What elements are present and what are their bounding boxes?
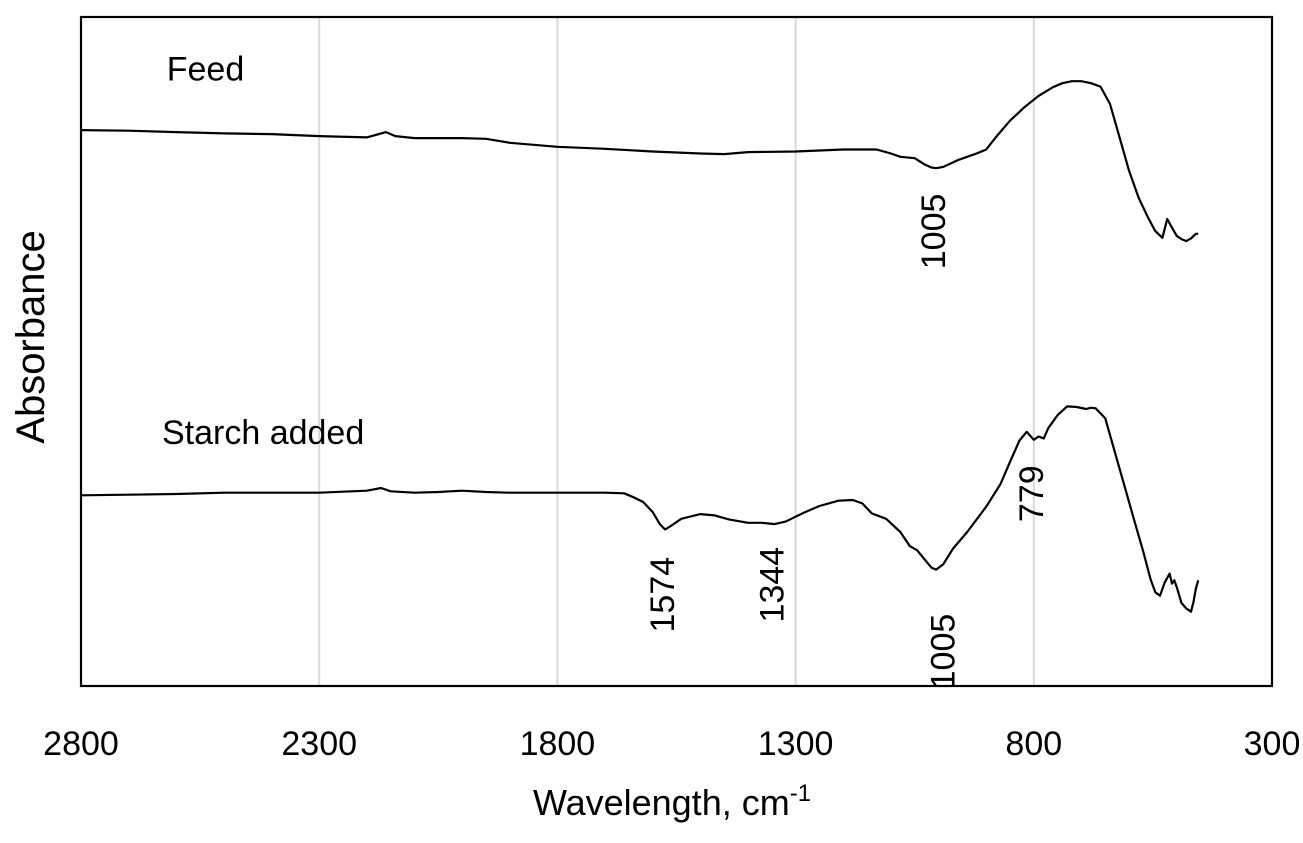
x-tick-label: 800 (1005, 725, 1062, 763)
x-tick-label: 1800 (520, 725, 596, 763)
x-tick-label: 300 (1244, 725, 1301, 763)
x-axis-label-superscript: -1 (790, 780, 811, 807)
peak-label-2: 1574 (644, 557, 682, 633)
series-line-1 (80, 80, 1199, 243)
y-axis-label: Absorbance (9, 230, 53, 443)
grid-lines (318, 17, 1035, 686)
peak-label-5: 779 (1013, 465, 1051, 522)
x-tick-labels: 2800 2300 1800 1300 800 300 (43, 725, 1300, 763)
x-tick-label: 1300 (758, 725, 834, 763)
peak-label-1: 1005 (915, 194, 953, 270)
x-tick-label: 2300 (281, 725, 357, 763)
peak-annotations: 1005 1574 1344 1005 779 (644, 194, 1051, 690)
peak-label-3: 1344 (754, 547, 792, 623)
series-labels: Feed Starch added (162, 51, 364, 452)
series-line-2 (80, 405, 1200, 613)
x-tick-label: 2800 (43, 725, 119, 763)
x-axis-label-text: Wavelength, cm (533, 782, 790, 823)
x-axis-label: Wavelength, cm-1 (533, 780, 811, 823)
plot-frame (79, 15, 1274, 688)
series-label-1: Feed (167, 51, 245, 89)
series-label-2: Starch added (162, 414, 364, 452)
series-group (80, 80, 1200, 613)
peak-label-4: 1005 (925, 614, 963, 690)
